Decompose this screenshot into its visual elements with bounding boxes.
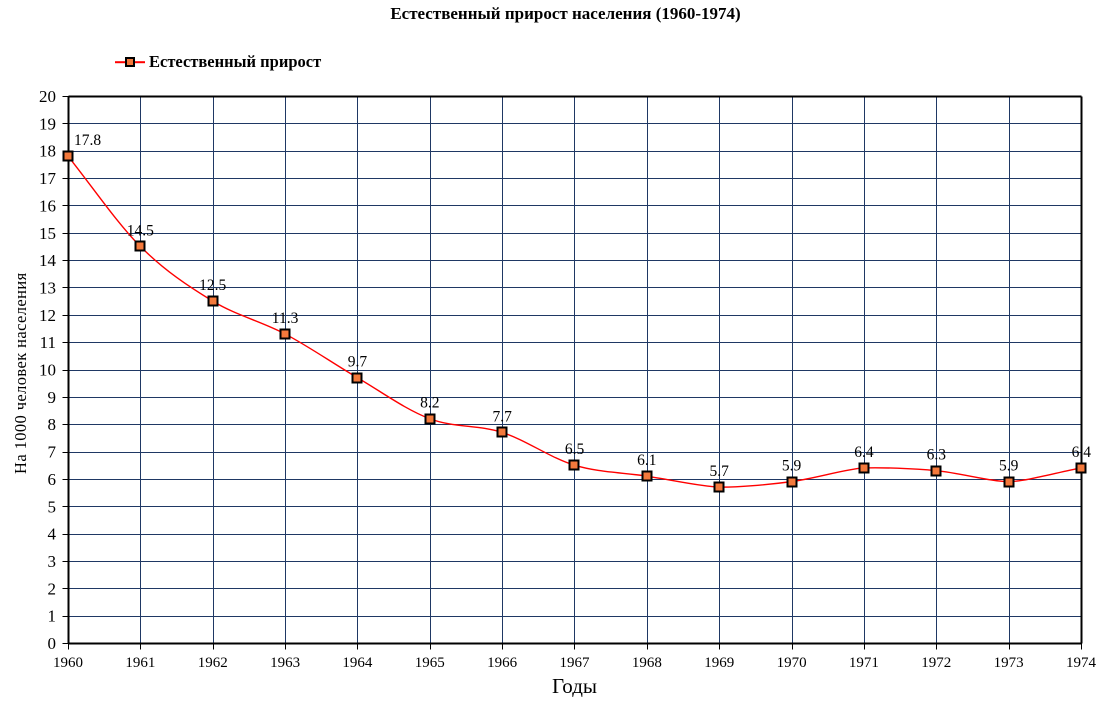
svg-text:13: 13 — [39, 278, 56, 297]
svg-text:6.5: 6.5 — [565, 441, 585, 458]
svg-text:9: 9 — [48, 388, 57, 407]
svg-text:15: 15 — [39, 224, 56, 243]
svg-text:11.3: 11.3 — [272, 310, 299, 327]
svg-text:1965: 1965 — [415, 655, 445, 671]
svg-text:1974: 1974 — [1066, 655, 1097, 671]
svg-text:16: 16 — [39, 196, 56, 215]
svg-text:1971: 1971 — [849, 655, 879, 671]
svg-text:12: 12 — [39, 306, 56, 325]
svg-text:8: 8 — [48, 415, 57, 434]
svg-text:8.2: 8.2 — [420, 395, 439, 412]
svg-text:6.4: 6.4 — [854, 444, 874, 461]
svg-text:6.4: 6.4 — [1072, 444, 1092, 461]
svg-text:5.9: 5.9 — [782, 458, 802, 475]
svg-text:20: 20 — [39, 87, 56, 106]
svg-text:19: 19 — [39, 114, 56, 133]
svg-text:1960: 1960 — [53, 655, 83, 671]
svg-text:17.8: 17.8 — [74, 132, 101, 149]
svg-text:0: 0 — [48, 634, 57, 653]
svg-text:1962: 1962 — [198, 655, 228, 671]
svg-text:1969: 1969 — [704, 655, 734, 671]
svg-text:9.7: 9.7 — [348, 354, 368, 371]
svg-text:3: 3 — [48, 552, 57, 571]
svg-text:1967: 1967 — [560, 655, 591, 671]
svg-text:4: 4 — [48, 525, 57, 544]
svg-text:5: 5 — [48, 497, 57, 516]
svg-text:1961: 1961 — [125, 655, 155, 671]
svg-text:6.3: 6.3 — [927, 447, 947, 464]
svg-text:5.9: 5.9 — [999, 458, 1019, 475]
svg-text:1972: 1972 — [921, 655, 951, 671]
svg-text:17: 17 — [39, 169, 57, 188]
svg-text:1963: 1963 — [270, 655, 300, 671]
svg-text:1968: 1968 — [632, 655, 662, 671]
svg-text:11: 11 — [40, 333, 56, 352]
svg-text:12.5: 12.5 — [199, 277, 226, 294]
svg-text:1970: 1970 — [777, 655, 807, 671]
svg-text:18: 18 — [39, 142, 56, 161]
svg-text:2: 2 — [48, 579, 57, 598]
svg-text:10: 10 — [39, 361, 56, 380]
svg-text:14.5: 14.5 — [127, 222, 154, 239]
svg-text:7.7: 7.7 — [492, 408, 512, 425]
svg-text:1964: 1964 — [342, 655, 373, 671]
svg-text:7: 7 — [48, 443, 57, 462]
svg-text:1: 1 — [48, 607, 57, 626]
svg-text:1973: 1973 — [994, 655, 1024, 671]
svg-text:6: 6 — [48, 470, 57, 489]
svg-text:1966: 1966 — [487, 655, 518, 671]
svg-text:14: 14 — [39, 251, 57, 270]
svg-text:6.1: 6.1 — [637, 452, 656, 469]
svg-text:5.7: 5.7 — [710, 463, 730, 480]
